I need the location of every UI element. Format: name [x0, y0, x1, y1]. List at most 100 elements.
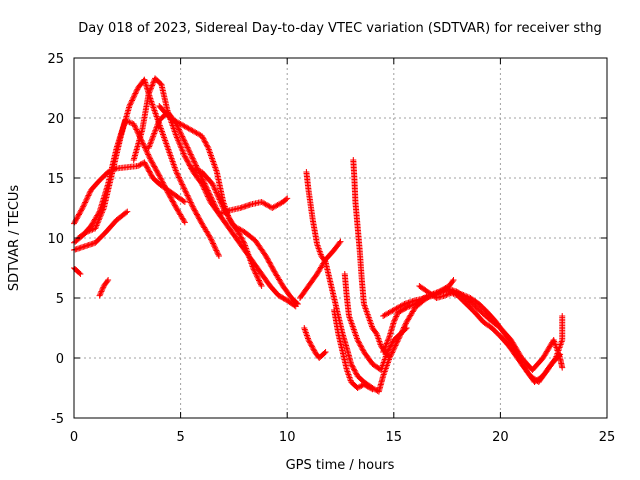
data-point: [309, 345, 316, 351]
data-point: [98, 210, 105, 217]
data-point: [177, 178, 184, 185]
data-point: [206, 190, 213, 197]
data-point: [173, 133, 180, 139]
data-point: [203, 142, 210, 149]
data-point: [169, 198, 176, 205]
data-point: [131, 93, 138, 100]
data-point: [375, 335, 382, 342]
data-point: [266, 259, 273, 266]
data-point: [86, 191, 93, 198]
data-point: [133, 87, 140, 94]
data-point: [351, 329, 358, 336]
data-point: [191, 158, 198, 165]
data-point: [192, 161, 199, 168]
data-point: [147, 140, 154, 147]
data-point: [205, 188, 212, 195]
data-point: [365, 314, 372, 321]
data-point: [293, 300, 300, 306]
data-point: [306, 338, 313, 345]
data-point: [128, 98, 135, 105]
data-point: [160, 133, 167, 139]
data-point: [381, 346, 388, 353]
data-point: [346, 313, 353, 319]
data-point: [262, 253, 269, 259]
data-point: [201, 180, 208, 187]
data-point: [215, 251, 222, 258]
data-point: [146, 89, 153, 96]
data-point: [183, 143, 190, 150]
data-point: [153, 167, 160, 174]
data-point: [353, 370, 360, 377]
data-point: [348, 319, 355, 325]
data-point: [185, 145, 192, 152]
data-point: [173, 170, 180, 177]
data-point: [146, 143, 153, 150]
series-track-p: [331, 307, 376, 393]
x-tick-label: 25: [599, 430, 616, 445]
data-point: [358, 345, 365, 351]
data-point: [392, 314, 399, 321]
data-point: [381, 370, 388, 376]
data-point: [379, 362, 386, 369]
x-tick-label: 15: [386, 430, 403, 445]
data-point: [372, 329, 379, 336]
data-point: [183, 141, 190, 148]
data-point: [348, 362, 355, 369]
data-point: [380, 349, 387, 355]
data-point: [284, 195, 291, 202]
data-point: [181, 185, 188, 192]
data-point: [142, 160, 149, 167]
data-point: [167, 152, 174, 159]
data-point: [208, 194, 215, 201]
data-point: [156, 172, 163, 179]
data-point: [449, 278, 456, 285]
data-point: [238, 235, 245, 242]
data-point: [252, 270, 259, 277]
series-track-i: [96, 277, 112, 299]
data-point: [97, 291, 104, 298]
data-point: [129, 97, 136, 104]
data-point: [551, 356, 558, 363]
data-point: [160, 181, 167, 187]
x-tick-label: 5: [176, 430, 184, 445]
data-point: [180, 184, 187, 191]
data-point: [269, 266, 276, 272]
data-point: [177, 129, 184, 136]
data-point: [184, 158, 191, 165]
data-point: [150, 104, 157, 111]
data-point: [191, 206, 198, 213]
data-point: [96, 292, 103, 299]
data-points: [71, 75, 566, 395]
data-point: [177, 177, 184, 184]
data-point: [376, 338, 383, 345]
data-point: [209, 181, 216, 187]
data-point: [357, 383, 364, 390]
data-point: [206, 149, 213, 156]
data-point: [187, 198, 194, 205]
data-point: [146, 142, 153, 149]
data-point: [129, 96, 136, 103]
data-point: [161, 183, 168, 190]
data-point: [211, 161, 218, 168]
data-point: [181, 137, 188, 144]
data-point: [443, 292, 450, 298]
data-point: [214, 192, 221, 199]
data-point: [153, 124, 160, 131]
data-point: [164, 145, 171, 151]
x-axis-label: GPS time / hours: [286, 458, 395, 473]
data-point: [186, 161, 193, 168]
data-point: [151, 163, 158, 170]
data-point: [344, 370, 351, 376]
series-track-o: [341, 271, 410, 373]
data-point: [309, 343, 316, 350]
data-point: [239, 237, 246, 243]
data-point: [202, 183, 209, 190]
data-point: [166, 149, 173, 156]
data-point: [200, 135, 207, 142]
data-point: [258, 283, 265, 289]
data-point: [164, 188, 171, 194]
data-point: [382, 343, 389, 350]
data-point: [185, 193, 192, 200]
data-point: [206, 191, 213, 198]
data-point: [126, 103, 133, 109]
